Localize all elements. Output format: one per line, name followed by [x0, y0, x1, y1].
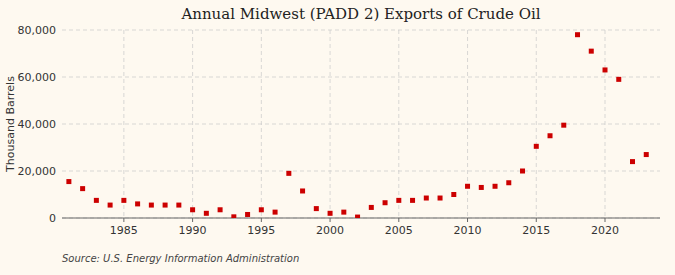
point: [121, 198, 126, 203]
point: [259, 207, 264, 212]
x-tick: [192, 218, 193, 222]
point: [80, 186, 85, 191]
point: [149, 203, 154, 208]
point: [66, 179, 71, 184]
chart: 0 20,000 40,000 60,000 80,000 1985 1990 1995 200…: [0, 0, 675, 275]
y-tick-label: 60,000: [18, 71, 57, 84]
point: [163, 203, 168, 208]
x-grid-line: [330, 30, 331, 218]
point: [176, 203, 181, 208]
point: [341, 210, 346, 215]
point: [190, 207, 195, 212]
x-tick-label: 2000: [316, 224, 344, 237]
point: [410, 198, 415, 203]
point: [314, 206, 319, 211]
y-grid-line: [62, 77, 660, 78]
x-tick-label: 1990: [179, 224, 207, 237]
x-tick: [605, 218, 606, 222]
point: [231, 214, 236, 218]
x-tick: [123, 218, 124, 222]
x-grid-line: [605, 30, 606, 218]
point: [286, 171, 291, 176]
point: [575, 32, 580, 37]
point: [644, 152, 649, 157]
point: [506, 180, 511, 185]
point: [589, 49, 594, 54]
x-grid-line: [536, 30, 537, 218]
x-tick-label: 2010: [454, 224, 482, 237]
point: [94, 198, 99, 203]
title: Annual Midwest (PADD 2) Exports of Crude…: [180, 5, 540, 23]
point: [438, 196, 443, 201]
point: [465, 184, 470, 189]
point: [493, 184, 498, 189]
x-grid-line: [192, 30, 193, 218]
y-tick-label: 80,000: [18, 24, 57, 37]
x-tick-label: 1985: [110, 224, 138, 237]
point: [561, 123, 566, 128]
x-tick-label: 1995: [247, 224, 275, 237]
point: [135, 201, 140, 206]
point: [396, 198, 401, 203]
point: [328, 211, 333, 216]
point: [108, 203, 113, 208]
x-tick: [330, 218, 331, 222]
x-tick-label: 2020: [591, 224, 619, 237]
point: [424, 196, 429, 201]
point: [369, 205, 374, 210]
point: [204, 211, 209, 216]
y-grid-line: [62, 124, 660, 125]
x-grid-line: [398, 30, 399, 218]
x-axis-line: [62, 218, 660, 219]
x-tick: [536, 218, 537, 222]
x-tick-label: 2005: [385, 224, 413, 237]
point: [218, 207, 223, 212]
point: [520, 169, 525, 174]
y-tick-label: 0: [49, 212, 56, 225]
point: [616, 77, 621, 82]
point: [383, 200, 388, 205]
x-tick: [261, 218, 262, 222]
x-grid-line: [467, 30, 468, 218]
x-tick: [467, 218, 468, 222]
y-grid-line: [62, 171, 660, 172]
point: [630, 159, 635, 164]
point: [603, 67, 608, 72]
y-tick-label: 40,000: [18, 118, 57, 131]
x-tick: [398, 218, 399, 222]
point: [479, 185, 484, 190]
y-grid-line: [62, 30, 660, 31]
y-axis-label: Thousand Barrels: [4, 76, 17, 173]
point: [548, 133, 553, 138]
points: [66, 32, 648, 218]
point: [245, 212, 250, 217]
point: [355, 215, 360, 218]
point: [273, 210, 278, 215]
y-tick-label: 20,000: [18, 165, 57, 178]
point: [300, 188, 305, 193]
source-note: Source: U.S. Energy Information Administ…: [62, 253, 299, 264]
point: [534, 144, 539, 149]
x-grid-line: [123, 30, 124, 218]
y-grid-line: [62, 218, 660, 219]
point: [451, 192, 456, 197]
x-tick-label: 2015: [522, 224, 550, 237]
x-grid-line: [261, 30, 262, 218]
